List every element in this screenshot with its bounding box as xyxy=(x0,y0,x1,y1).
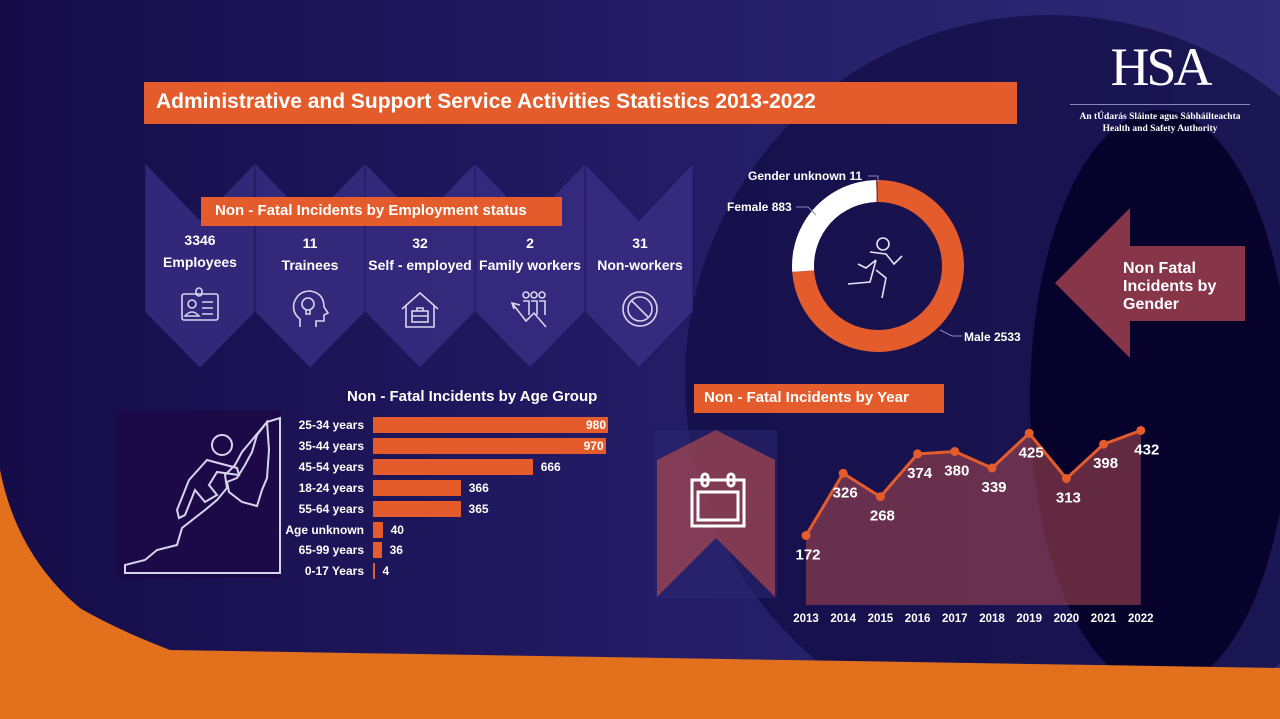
employment-item: 31 Non-workers xyxy=(585,235,695,327)
year-point xyxy=(838,468,848,478)
year-area xyxy=(806,430,1141,605)
runner-icon xyxy=(847,237,903,299)
year-tick-label: 2013 xyxy=(793,613,819,625)
age-bar-value: 40 xyxy=(390,522,404,537)
age-category-label: 25-34 years xyxy=(298,418,364,432)
year-point xyxy=(1136,425,1146,435)
donut-slice-female xyxy=(792,180,877,272)
age-bar xyxy=(373,563,375,580)
year-tick-label: 2021 xyxy=(1091,613,1117,625)
year-point xyxy=(801,531,811,541)
employment-chevron xyxy=(584,161,694,369)
age-category-label: 55-64 years xyxy=(298,501,364,516)
age-bar-value: 980 xyxy=(586,418,607,432)
donut-label-male: Male 2533 xyxy=(964,330,1021,344)
year-point xyxy=(1099,439,1109,449)
employment-label: Trainees xyxy=(281,257,339,273)
year-tick-label: 2020 xyxy=(1054,613,1080,625)
donut-label-unknown: Gender unknown 11 xyxy=(748,169,863,183)
year-point xyxy=(1061,474,1071,484)
year-tick-label: 2018 xyxy=(979,613,1005,625)
age-category-label: 65-99 years xyxy=(298,543,364,558)
climber-icon xyxy=(124,416,281,574)
age-bar xyxy=(373,542,382,559)
age-category-label: 0-17 Years xyxy=(304,564,364,579)
donut-label-female: Female 883 xyxy=(727,200,792,214)
calendar-icon xyxy=(690,472,746,528)
year-chart-title: Non - Fatal Incidents by Year xyxy=(694,384,944,413)
year-value-label: 425 xyxy=(1019,444,1044,461)
age-category-label: 45-54 years xyxy=(298,459,364,474)
age-chart-title: Non - Fatal Incidents by Age Group xyxy=(347,388,598,405)
employment-item: 2 Family workers xyxy=(475,235,585,328)
age-bar xyxy=(373,437,606,454)
prohibited-icon xyxy=(622,291,658,327)
year-point xyxy=(1024,428,1034,438)
donut-leader-lines xyxy=(796,175,962,337)
employment-label: Family workers xyxy=(479,257,581,273)
employment-label: Employees xyxy=(163,254,237,270)
age-bar xyxy=(373,479,461,496)
year-tick-label: 2014 xyxy=(830,613,856,625)
year-value-label: 380 xyxy=(944,462,969,479)
logo-mark: HSA xyxy=(1110,37,1212,97)
year-value-label: 374 xyxy=(907,465,933,482)
year-point xyxy=(987,463,997,473)
employment-count: 31 xyxy=(632,235,648,251)
year-value-label: 432 xyxy=(1134,441,1159,458)
age-bar-value: 365 xyxy=(468,501,489,516)
age-bar-value: 666 xyxy=(540,459,561,474)
employment-title: Non - Fatal Incidents by Employment stat… xyxy=(201,197,562,226)
employment-item: 32 Self - employed xyxy=(365,235,475,328)
logo-english-name: Health and Safety Authority xyxy=(1102,124,1218,134)
year-tick-label: 2019 xyxy=(1016,613,1042,625)
employment-label: Self - employed xyxy=(368,257,472,273)
logo-irish-name: An tÚdarás Sláinte agus Sábháilteachta xyxy=(1079,112,1241,122)
gender-title: Non Fatal Incidents by Gender xyxy=(1123,260,1217,313)
year-tick-label: 2022 xyxy=(1128,613,1154,625)
hsa-logo: HSA An tÚdarás Sláinte agus Sábháilteach… xyxy=(1070,40,1250,135)
year-point xyxy=(875,492,885,502)
year-value-label: 339 xyxy=(981,479,1006,496)
employment-count: 2 xyxy=(526,235,534,251)
year-value-label: 313 xyxy=(1056,490,1081,507)
employment-item: 3346 Employees xyxy=(145,232,255,321)
age-category-label: 18-24 years xyxy=(298,480,364,495)
year-point xyxy=(950,446,960,456)
year-value-label: 326 xyxy=(833,484,858,501)
employment-count: 32 xyxy=(412,235,428,251)
head-lightbulb-icon xyxy=(292,290,330,327)
year-value-label: 268 xyxy=(870,508,895,525)
age-bar xyxy=(373,521,383,538)
age-bar-value: 4 xyxy=(382,564,390,579)
employment-item: 11 Trainees xyxy=(255,235,365,327)
year-tick-label: 2015 xyxy=(868,613,894,625)
age-bar xyxy=(373,417,608,433)
year-tick-label: 2017 xyxy=(942,613,968,625)
house-briefcase-icon xyxy=(401,291,439,328)
age-bar-value: 366 xyxy=(468,480,489,495)
employment-count: 3346 xyxy=(184,232,216,248)
age-bar xyxy=(373,500,461,517)
family-growth-icon xyxy=(510,291,547,328)
id-badge-icon xyxy=(181,287,219,321)
age-bar-value: 970 xyxy=(583,438,604,453)
age-category-label: Age unknown xyxy=(285,522,364,537)
age-bar xyxy=(373,458,533,475)
donut-slice-gender-unknown xyxy=(876,180,878,203)
gender-donut-chart xyxy=(792,175,964,352)
age-bar-value: 36 xyxy=(389,543,403,558)
employment-label: Non-workers xyxy=(597,257,683,273)
year-value-label: 398 xyxy=(1093,455,1118,472)
year-value-label: 172 xyxy=(795,547,820,564)
page-title: Administrative and Support Service Activ… xyxy=(144,82,1017,124)
year-tick-label: 2016 xyxy=(905,613,931,625)
year-point xyxy=(913,449,923,459)
age-category-label: 35-44 years xyxy=(298,438,364,453)
year-line xyxy=(804,429,1142,537)
employment-count: 11 xyxy=(302,235,318,251)
